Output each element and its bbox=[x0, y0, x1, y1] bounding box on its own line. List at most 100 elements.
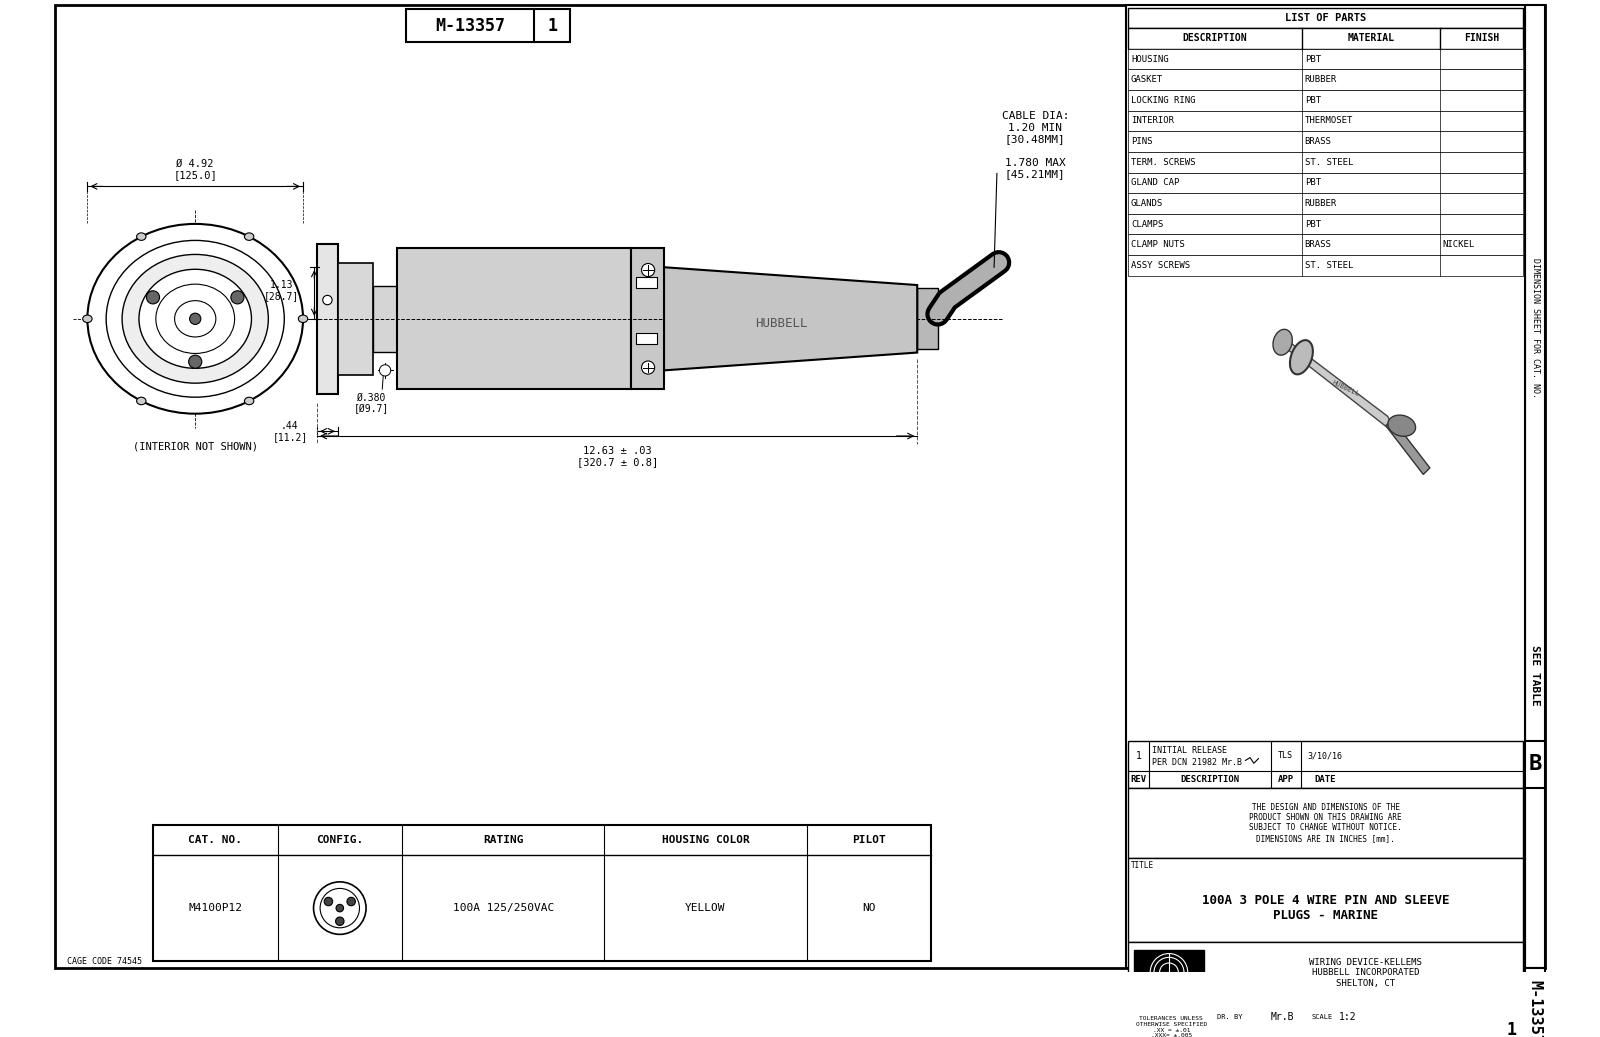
Text: PINS: PINS bbox=[1131, 137, 1152, 146]
Text: TERM. SCREWS: TERM. SCREWS bbox=[1131, 158, 1195, 167]
Bar bbox=[917, 288, 938, 349]
Bar bbox=[1128, 7, 1523, 28]
Bar bbox=[1128, 234, 1523, 255]
Polygon shape bbox=[1386, 419, 1430, 475]
Circle shape bbox=[642, 361, 654, 374]
Bar bbox=[1128, 49, 1523, 69]
Text: BRASS: BRASS bbox=[1304, 241, 1331, 249]
Text: THERMOSET: THERMOSET bbox=[1304, 116, 1354, 125]
Text: RUBBER: RUBBER bbox=[1304, 76, 1338, 84]
Bar bbox=[1128, 740, 1523, 788]
Text: LIST OF PARTS: LIST OF PARTS bbox=[1285, 12, 1366, 23]
Text: 1:2: 1:2 bbox=[1339, 1012, 1357, 1021]
Ellipse shape bbox=[1274, 330, 1293, 355]
Text: ST. STEEL: ST. STEEL bbox=[1304, 261, 1354, 270]
Bar bbox=[1128, 69, 1523, 90]
Text: Ø.380
[Ø9.7]: Ø.380 [Ø9.7] bbox=[354, 392, 389, 414]
Text: YELLOW: YELLOW bbox=[685, 903, 726, 914]
Text: (INTERIOR NOT SHOWN): (INTERIOR NOT SHOWN) bbox=[133, 442, 258, 451]
Text: GLAND CAP: GLAND CAP bbox=[1131, 178, 1179, 188]
Text: DIMENSION SHEET FOR CAT. NO.: DIMENSION SHEET FOR CAT. NO. bbox=[1531, 258, 1539, 398]
Ellipse shape bbox=[155, 284, 235, 354]
Circle shape bbox=[336, 917, 344, 925]
Text: LOCKING RING: LOCKING RING bbox=[1131, 95, 1195, 105]
Bar bbox=[1128, 172, 1523, 193]
Bar bbox=[1128, 151, 1523, 172]
Text: .44
[11.2]: .44 [11.2] bbox=[272, 421, 307, 442]
Bar bbox=[1525, 740, 1546, 788]
Text: DESCRIPTION: DESCRIPTION bbox=[1182, 33, 1248, 44]
Text: RATING: RATING bbox=[483, 835, 523, 845]
Text: HUBBELL: HUBBELL bbox=[755, 317, 808, 330]
Text: TOLERANCES UNLESS
OTHERWISE SPECIFIED
.XX = ±.01
.XXX= ±.005
ANGLE TOL. ±2: TOLERANCES UNLESS OTHERWISE SPECIFIED .X… bbox=[1136, 1016, 1206, 1037]
Text: 1: 1 bbox=[547, 17, 557, 35]
Text: DR. BY: DR. BY bbox=[1218, 1013, 1243, 1019]
Text: 12.63 ± .03
[320.7 ± 0.8]: 12.63 ± .03 [320.7 ± 0.8] bbox=[576, 446, 658, 468]
Text: FINISH: FINISH bbox=[1464, 33, 1499, 44]
Circle shape bbox=[147, 290, 160, 304]
Ellipse shape bbox=[139, 270, 251, 368]
Text: GLANDS: GLANDS bbox=[1131, 199, 1163, 208]
Bar bbox=[1525, 968, 1546, 1037]
Text: SEE TABLE: SEE TABLE bbox=[1530, 645, 1541, 705]
Text: ASSY SCREWS: ASSY SCREWS bbox=[1131, 261, 1190, 270]
Bar bbox=[317, 244, 338, 394]
Bar bbox=[338, 262, 373, 375]
Bar bbox=[154, 825, 931, 961]
Bar bbox=[1525, 5, 1546, 968]
Bar bbox=[1138, 980, 1200, 992]
Text: THE DESIGN AND DIMENSIONS OF THE
PRODUCT SHOWN ON THIS DRAWING ARE
SUBJECT TO CH: THE DESIGN AND DIMENSIONS OF THE PRODUCT… bbox=[1250, 803, 1402, 843]
Ellipse shape bbox=[174, 301, 216, 337]
Text: M-13357: M-13357 bbox=[1528, 980, 1542, 1037]
Text: HUBBELL: HUBBELL bbox=[1152, 982, 1186, 991]
Text: HOUSING: HOUSING bbox=[1131, 55, 1168, 63]
Text: M-13357: M-13357 bbox=[435, 17, 506, 35]
Bar bbox=[1128, 132, 1523, 151]
Circle shape bbox=[189, 355, 202, 368]
Bar bbox=[1128, 193, 1523, 214]
Bar bbox=[632, 249, 664, 389]
Circle shape bbox=[323, 296, 333, 305]
Text: BRASS: BRASS bbox=[1304, 137, 1331, 146]
Circle shape bbox=[336, 904, 344, 912]
Text: 1: 1 bbox=[1136, 751, 1141, 761]
Text: HOUSING COLOR: HOUSING COLOR bbox=[662, 835, 749, 845]
Ellipse shape bbox=[83, 315, 93, 323]
Text: HUBBELL: HUBBELL bbox=[1331, 380, 1360, 397]
Text: NO: NO bbox=[862, 903, 875, 914]
Circle shape bbox=[320, 889, 360, 928]
Text: NICKEL: NICKEL bbox=[1443, 241, 1475, 249]
Text: RUBBER: RUBBER bbox=[1304, 199, 1338, 208]
Text: TITLE: TITLE bbox=[1131, 861, 1154, 870]
Text: MATERIAL: MATERIAL bbox=[1347, 33, 1395, 44]
Text: 100A 3 POLE 4 WIRE PIN AND SLEEVE
PLUGS - MARINE: 100A 3 POLE 4 WIRE PIN AND SLEEVE PLUGS … bbox=[1202, 894, 1450, 922]
Bar bbox=[1128, 28, 1523, 49]
Ellipse shape bbox=[136, 397, 146, 404]
Bar bbox=[635, 333, 656, 344]
Text: PBT: PBT bbox=[1304, 178, 1322, 188]
Bar bbox=[1128, 858, 1523, 943]
Text: WIRING DEVICE-KELLEMS
HUBBELL INCORPORATED
SHELTON, CT: WIRING DEVICE-KELLEMS HUBBELL INCORPORAT… bbox=[1309, 958, 1422, 987]
Bar bbox=[1128, 111, 1523, 132]
Circle shape bbox=[347, 897, 355, 905]
Ellipse shape bbox=[1290, 340, 1314, 374]
Bar bbox=[1128, 788, 1523, 858]
Text: TLS: TLS bbox=[1278, 751, 1293, 760]
Text: PBT: PBT bbox=[1304, 55, 1322, 63]
Ellipse shape bbox=[136, 233, 146, 241]
Text: SCALE: SCALE bbox=[1312, 1013, 1333, 1019]
Text: DATE: DATE bbox=[1314, 775, 1336, 784]
Ellipse shape bbox=[245, 233, 254, 241]
Bar bbox=[1128, 214, 1523, 234]
Text: APP: APP bbox=[1278, 775, 1294, 784]
Bar bbox=[1128, 255, 1523, 276]
Text: DESCRIPTION: DESCRIPTION bbox=[1181, 775, 1240, 784]
Bar bbox=[1128, 90, 1523, 111]
Text: 1.13
[28.7]: 1.13 [28.7] bbox=[264, 280, 299, 302]
Text: CABLE DIA:
1.20 MIN
[30.48MM]

1.780 MAX
[45.21MM]: CABLE DIA: 1.20 MIN [30.48MM] 1.780 MAX … bbox=[1002, 111, 1069, 179]
Text: M4100P12: M4100P12 bbox=[189, 903, 242, 914]
Ellipse shape bbox=[298, 315, 307, 323]
Text: CLAMP NUTS: CLAMP NUTS bbox=[1131, 241, 1184, 249]
Bar bbox=[1126, 5, 1525, 968]
Bar bbox=[1134, 950, 1205, 994]
